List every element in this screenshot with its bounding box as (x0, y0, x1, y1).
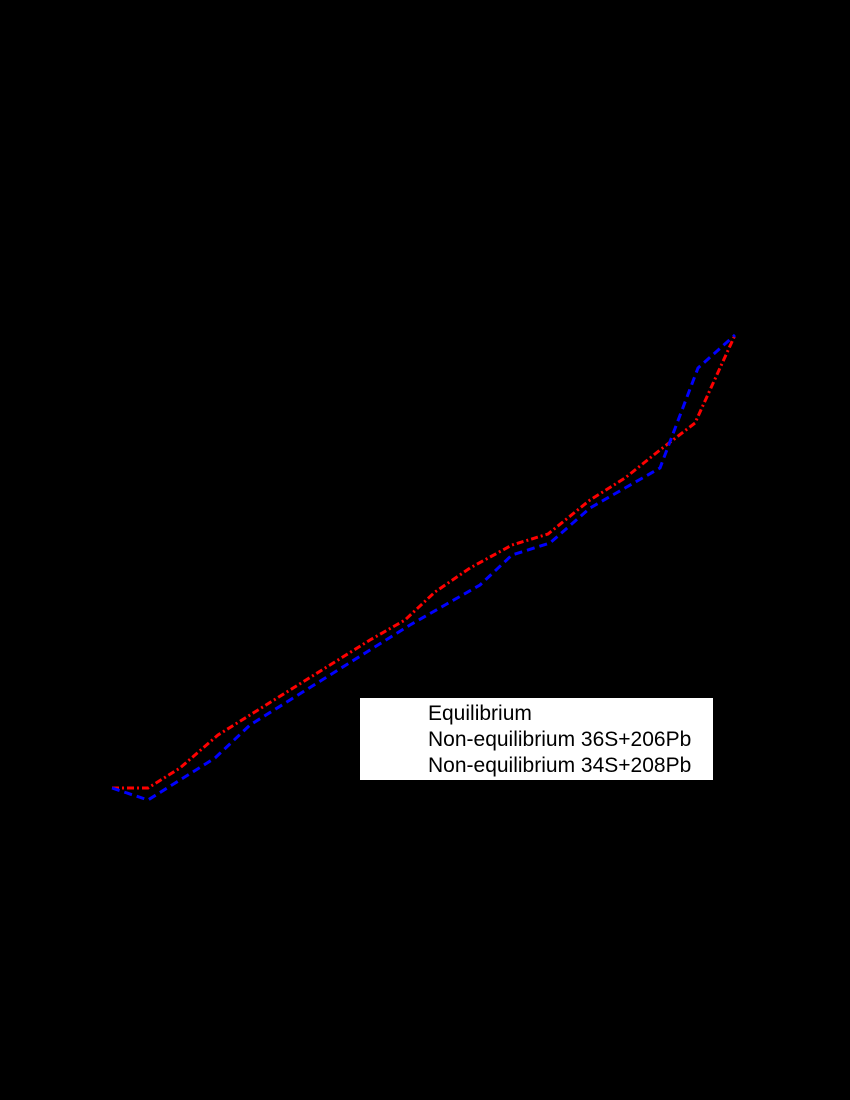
legend-label: Equilibrium (428, 702, 532, 725)
legend-item-36s-206pb: Non-equilibrium 36S+206Pb (370, 727, 691, 753)
legend-item-equilibrium: Equilibrium (370, 701, 532, 727)
series-line-1 (112, 334, 737, 790)
series-line-2 (111, 333, 736, 802)
legend-item-34s-208pb: Non-equilibrium 34S+208Pb (370, 753, 691, 779)
legend-label: Non-equilibrium 34S+208Pb (428, 754, 692, 777)
legend: Equilibrium Non-equilibrium 36S+206Pb No… (359, 697, 714, 781)
series-layer (111, 333, 737, 802)
legend-label: Non-equilibrium 36S+206Pb (428, 728, 692, 751)
